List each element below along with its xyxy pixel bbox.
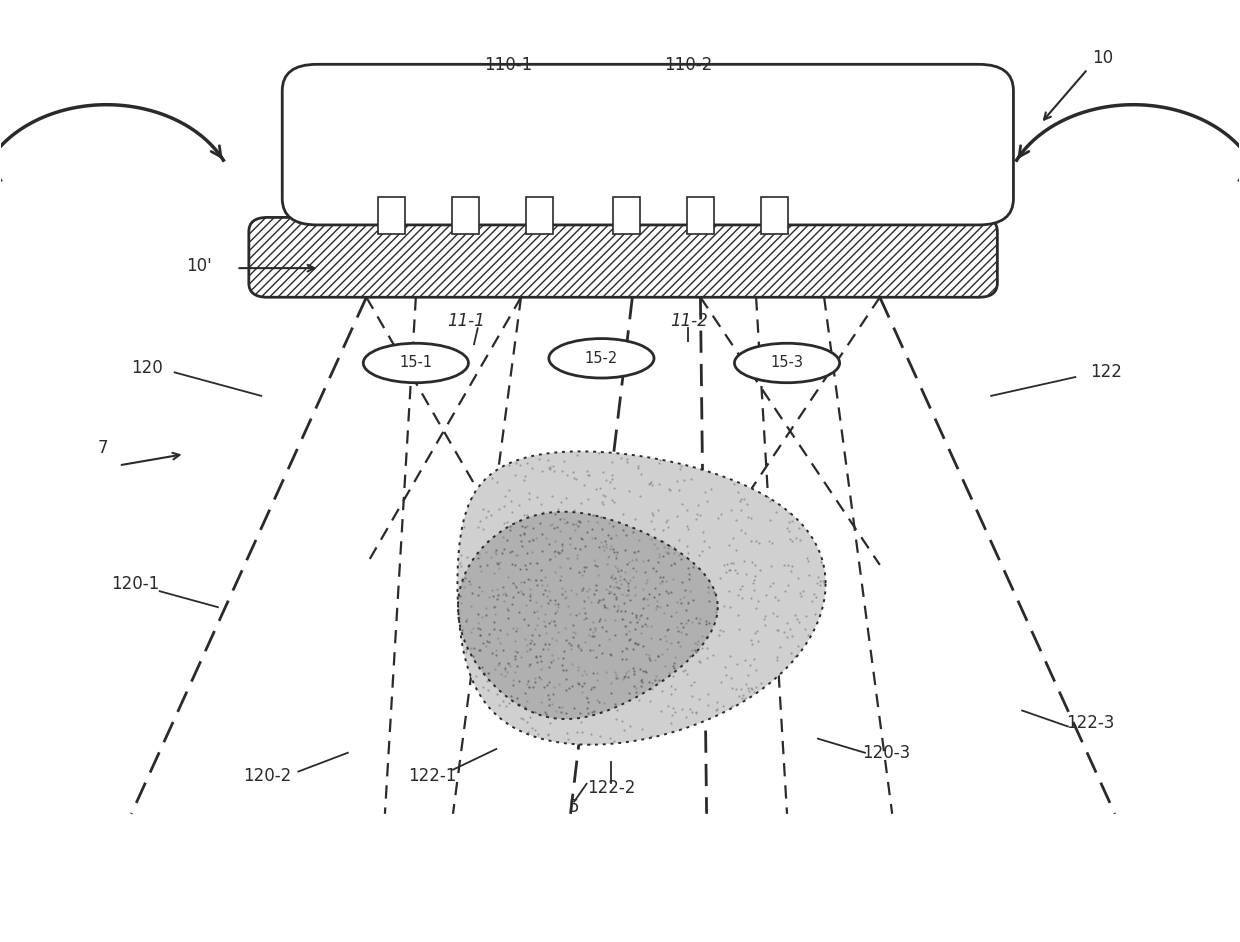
Text: 122-2: 122-2 bbox=[588, 779, 636, 798]
Bar bbox=[613, 197, 640, 235]
Ellipse shape bbox=[734, 343, 839, 382]
Text: 120: 120 bbox=[131, 359, 164, 377]
Text: 110-1: 110-1 bbox=[485, 57, 533, 74]
FancyBboxPatch shape bbox=[249, 218, 997, 298]
FancyBboxPatch shape bbox=[283, 64, 1013, 225]
Text: 11-2: 11-2 bbox=[671, 312, 708, 330]
Text: 120-3: 120-3 bbox=[862, 744, 910, 762]
Ellipse shape bbox=[549, 338, 653, 378]
Text: 11-1: 11-1 bbox=[448, 312, 486, 330]
Text: 15-3: 15-3 bbox=[770, 355, 804, 370]
Bar bbox=[526, 197, 553, 235]
Bar bbox=[761, 197, 789, 235]
Text: 122-1: 122-1 bbox=[408, 767, 456, 786]
Text: 120-1: 120-1 bbox=[110, 575, 159, 593]
Text: 5: 5 bbox=[569, 798, 579, 816]
Text: 122: 122 bbox=[1090, 364, 1122, 382]
Text: 15-2: 15-2 bbox=[585, 350, 618, 365]
Text: 122-3: 122-3 bbox=[1066, 714, 1115, 732]
Ellipse shape bbox=[363, 343, 469, 382]
Text: 15-1: 15-1 bbox=[399, 355, 433, 370]
Text: 7: 7 bbox=[98, 439, 108, 457]
Polygon shape bbox=[458, 451, 826, 745]
Text: 120-2: 120-2 bbox=[243, 767, 291, 786]
Text: 110-2: 110-2 bbox=[663, 57, 712, 74]
Text: 10: 10 bbox=[1092, 49, 1114, 67]
Bar bbox=[377, 197, 404, 235]
Bar bbox=[451, 197, 479, 235]
Bar bbox=[687, 197, 714, 235]
Text: 10': 10' bbox=[186, 257, 212, 275]
Polygon shape bbox=[458, 512, 718, 719]
